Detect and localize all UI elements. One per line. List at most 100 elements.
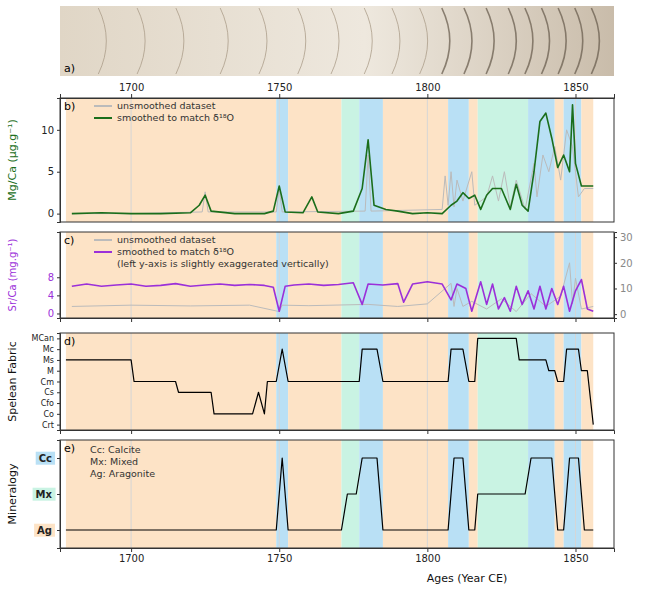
y-tick-label: Co [44, 410, 55, 419]
y-tick: 0 [48, 208, 60, 219]
y-tick-mark [57, 392, 60, 393]
x-tick-mark [131, 94, 132, 98]
series-line [72, 130, 593, 214]
y2-tick-mark [614, 237, 617, 238]
x-axis [61, 318, 615, 322]
y2-tick-label: 10 [620, 283, 633, 294]
grid-line [575, 232, 576, 318]
y-tick-label: Crt [42, 421, 54, 430]
y-tick: 0 [48, 308, 60, 319]
plot-frame [60, 98, 614, 222]
growth-band [392, 8, 400, 74]
growth-band [98, 8, 106, 74]
plot-frame [60, 333, 614, 430]
x-tick: 1800 [415, 548, 440, 564]
y-tick: 10 [41, 125, 60, 136]
growth-band [575, 8, 583, 74]
y-axis-line [57, 233, 61, 319]
legend-swatch [94, 105, 112, 107]
y-axis: AgMxCc [33, 441, 61, 549]
mineral-interval [448, 333, 469, 430]
grid-line [575, 333, 576, 430]
grid-line [575, 440, 576, 548]
y2-tick: 20 [614, 258, 633, 269]
x-axis-line [61, 94, 615, 99]
growth-band [220, 8, 228, 74]
y-tick-mark [57, 403, 60, 404]
y-tick-mark [57, 371, 60, 372]
y-tick-mark [57, 360, 60, 361]
x-tick [575, 430, 576, 434]
y-axis-title: Mg/Ca (μg.g⁻¹) [6, 119, 19, 200]
growth-band [542, 8, 550, 74]
y-axis-title: Spelean Fabric [6, 341, 19, 421]
figure: a)17001750180018500510Mg/Ca (μg.g⁻¹)b)un… [0, 0, 669, 597]
grid-line [427, 440, 428, 548]
y-tick-mark [57, 458, 60, 459]
x-tick-label: 1850 [563, 82, 588, 93]
y-axis-line [57, 441, 61, 549]
x-tick: 1700 [119, 82, 144, 98]
plot-area [66, 98, 593, 222]
x-tick: 1700 [119, 548, 144, 564]
y-tick-label: 0 [48, 308, 54, 319]
series-line [72, 263, 593, 312]
y-tick: 5 [48, 166, 60, 177]
y-tick-mark [57, 414, 60, 415]
y-tick-label: MCan [32, 334, 54, 343]
x-tick: 1850 [563, 82, 588, 98]
mineral-interval [66, 98, 276, 222]
mineral-interval [478, 333, 528, 430]
y-tick-label: M [47, 367, 54, 376]
mineral-interval [66, 440, 276, 548]
growth-band [259, 8, 267, 74]
x-tick-mark [131, 318, 132, 322]
x-axis: 1700175018001850 [61, 82, 615, 99]
y-tick-mark [57, 277, 60, 278]
y-tick: Co [44, 410, 60, 419]
growth-band [176, 8, 184, 74]
y2-tick: 10 [614, 283, 633, 294]
y-tick: 4 [48, 290, 60, 301]
y-tick-label: Mx [36, 489, 53, 500]
panel: 17001750180018500510Mg/Ca (μg.g⁻¹)b)unsm… [6, 82, 615, 223]
x-tick: 1800 [415, 82, 440, 98]
x-tick-mark [575, 318, 576, 322]
x-axis-title: Ages (Year CE) [427, 572, 508, 585]
legend-label: unsmoothed dataset [117, 100, 216, 111]
y-tick-mark [57, 530, 60, 531]
y-tick: Ms [43, 356, 60, 365]
legend-swatch [94, 117, 112, 119]
x-tick-mark [427, 94, 428, 98]
y-tick: Cs [44, 388, 60, 397]
y-axis: 0 5 10 [41, 99, 60, 223]
mineral-interval [276, 98, 288, 222]
y-tick: Mc [43, 345, 60, 354]
y-tick-mark [57, 382, 60, 383]
x-tick [427, 318, 428, 322]
y2-tick-mark [614, 288, 617, 289]
x-tick-mark [279, 548, 280, 552]
series-line [72, 105, 593, 214]
x-tick [131, 318, 132, 322]
y-tick-mark [57, 425, 60, 426]
grid-line [427, 232, 428, 318]
panel-label: d) [64, 335, 75, 348]
growth-band [486, 8, 494, 74]
panel-label: b) [64, 100, 75, 113]
x-tick [279, 318, 280, 322]
category-label-box [33, 488, 56, 501]
grid-line [279, 98, 280, 222]
y-tick: Crt [42, 421, 60, 430]
x-tick-label: 1800 [415, 82, 440, 93]
legend-label: smoothed to match δ¹⁸O [117, 246, 234, 257]
mineral-interval [288, 440, 341, 548]
y-tick-label: 0 [48, 208, 54, 219]
annotation: Cc: Calcite [90, 444, 141, 455]
y-tick-label: Mc [43, 345, 54, 354]
legend-label: unsmoothed dataset [117, 234, 216, 245]
mineral-interval [383, 440, 448, 548]
x-tick-mark [427, 548, 428, 552]
y-tick-label: Cm [41, 378, 55, 387]
y2-tick-mark [614, 314, 617, 315]
